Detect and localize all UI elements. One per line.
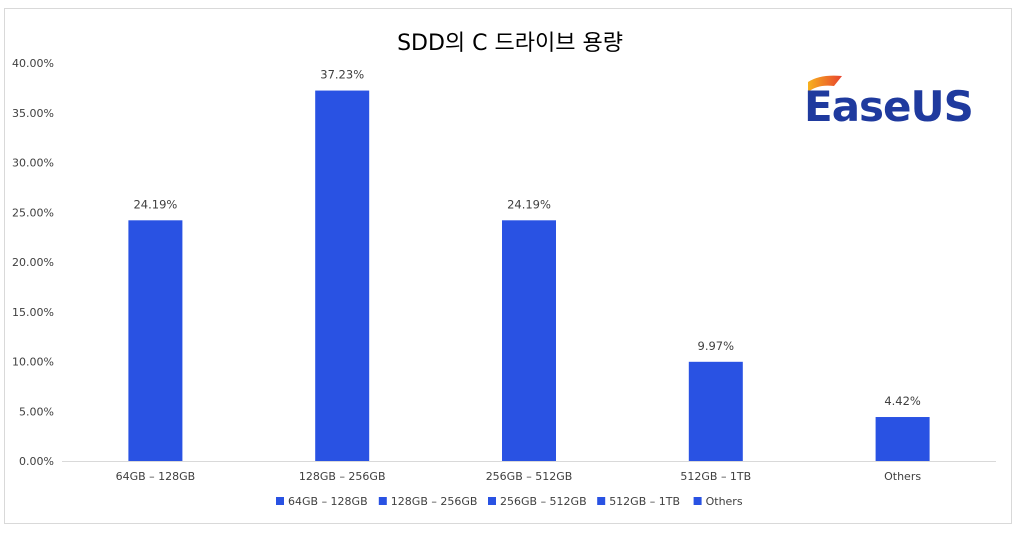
y-tick-label: 35.00% (12, 107, 54, 120)
logo-text: EaseUS (804, 82, 973, 131)
y-tick-label: 15.00% (12, 306, 54, 319)
x-tick-label: 256GB – 512GB (486, 470, 573, 483)
legend-swatch (597, 497, 606, 505)
bar (688, 361, 743, 461)
bar (128, 220, 183, 461)
data-label: 24.19% (133, 197, 177, 211)
x-tick-label: Others (884, 470, 921, 483)
bars-group (128, 90, 930, 462)
legend-label: 256GB – 512GB (500, 495, 587, 508)
x-tick-label: 128GB – 256GB (299, 470, 386, 483)
data-label: 9.97% (698, 339, 735, 353)
y-tick-label: 30.00% (12, 157, 54, 170)
legend-label: Others (706, 495, 743, 508)
legend-swatch (276, 497, 284, 505)
x-tick-label: 512GB – 1TB (680, 470, 751, 483)
legend-label: 64GB – 128GB (288, 495, 368, 508)
data-label: 37.23% (320, 68, 364, 82)
legend-label: 128GB – 256GB (391, 495, 478, 508)
x-axis-ticks: 64GB – 128GB 128GB – 256GB 256GB – 512GB 51… (116, 470, 922, 483)
data-label: 24.19% (507, 197, 551, 211)
y-tick-label: 0.00% (19, 455, 54, 468)
legend-swatch (693, 497, 702, 505)
easeus-logo: EaseUS (804, 75, 974, 131)
bar (502, 220, 556, 461)
bar (875, 417, 930, 461)
legend-label: 512GB – 1TB (609, 495, 680, 508)
y-tick-label: 20.00% (12, 256, 54, 269)
y-tick-label: 10.00% (12, 356, 54, 369)
y-axis-ticks: 0.00% 5.00% 10.00% 15.00% 20.00% 25.00% 30.00%… (12, 57, 54, 468)
data-labels-group: 24.19% 37.23% 24.19% 9.97% 4.42% (133, 68, 920, 408)
logo-e-swoosh-icon (808, 75, 842, 92)
legend-swatch (378, 497, 387, 505)
x-tick-label: 64GB – 128GB (116, 470, 196, 483)
legend: 64GB – 128GB 128GB – 256GB 256GB – 512GB 51… (276, 495, 743, 508)
y-tick-label: 25.00% (12, 206, 54, 219)
data-label: 4.42% (884, 394, 921, 408)
bar (315, 90, 370, 462)
y-tick-label: 40.00% (12, 57, 54, 70)
chart-title: SDD의 C 드라이브 용량 (397, 31, 623, 56)
y-tick-label: 5.00% (19, 405, 54, 418)
legend-swatch (488, 497, 496, 505)
